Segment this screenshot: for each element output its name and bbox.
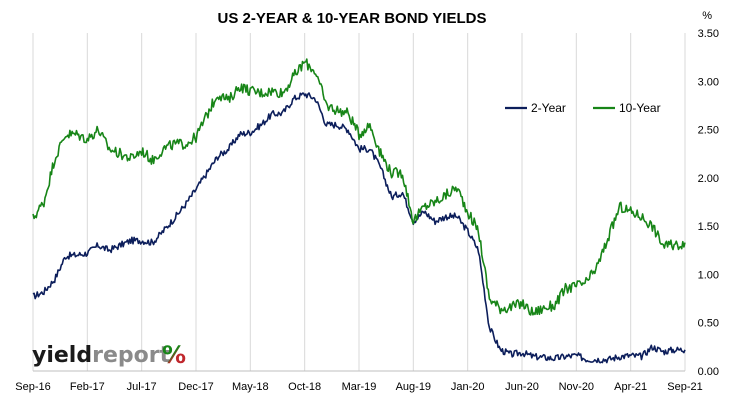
x-tick-label: Sep-21	[667, 381, 702, 393]
chart-title: US 2-YEAR & 10-YEAR BOND YIELDS	[218, 10, 487, 27]
logo-percent-mark: %	[162, 341, 186, 369]
x-tick-label: Jun-20	[505, 381, 539, 393]
x-tick-label: Sep-16	[15, 381, 50, 393]
logo-word-report: report	[92, 343, 170, 368]
x-tick-label: May-18	[232, 381, 269, 393]
y-tick-label: 1.50	[698, 221, 719, 233]
x-tick-label: Nov-20	[559, 381, 594, 393]
x-tick-label: Dec-17	[178, 381, 213, 393]
y-tick-label: 2.00	[698, 173, 719, 185]
x-tick-label: Oct-18	[288, 381, 321, 393]
y-axis-unit: %	[702, 10, 712, 22]
y-tick-label: 1.00	[698, 269, 719, 281]
legend-label: 10-Year	[619, 101, 661, 115]
x-tick-label: Jul-17	[127, 381, 157, 393]
yieldreport-logo: yieldreport %	[32, 341, 186, 369]
y-tick-label: 0.00	[698, 366, 719, 378]
series-line-10-year	[32, 58, 686, 316]
y-axis-ticks: 0.00 0.50 1.00 1.50 2.00 2.50 3.00 3.50	[698, 28, 719, 378]
x-axis-ticks: Sep-16 Feb-17 Jul-17 Dec-17 May-18 Oct-18 Mar-…	[15, 381, 702, 393]
series-line-2-year	[32, 92, 686, 364]
x-tick-label: Mar-19	[342, 381, 377, 393]
x-tick-label: Jan-20	[451, 381, 485, 393]
x-tick-label: Apr-21	[614, 381, 647, 393]
x-tick-label: Aug-19	[396, 381, 431, 393]
x-tick-label: Feb-17	[70, 381, 105, 393]
logo-word-yield: yield	[32, 343, 92, 368]
legend: 2-Year 10-Year	[505, 101, 661, 115]
y-tick-label: 0.50	[698, 318, 719, 330]
y-tick-label: 2.50	[698, 125, 719, 137]
series-lines	[32, 58, 686, 364]
svg-text:yieldreport: yieldreport	[32, 343, 171, 368]
y-tick-label: 3.50	[698, 28, 719, 40]
y-tick-label: 3.00	[698, 76, 719, 88]
legend-label: 2-Year	[531, 101, 566, 115]
grid-lines	[32, 33, 686, 371]
